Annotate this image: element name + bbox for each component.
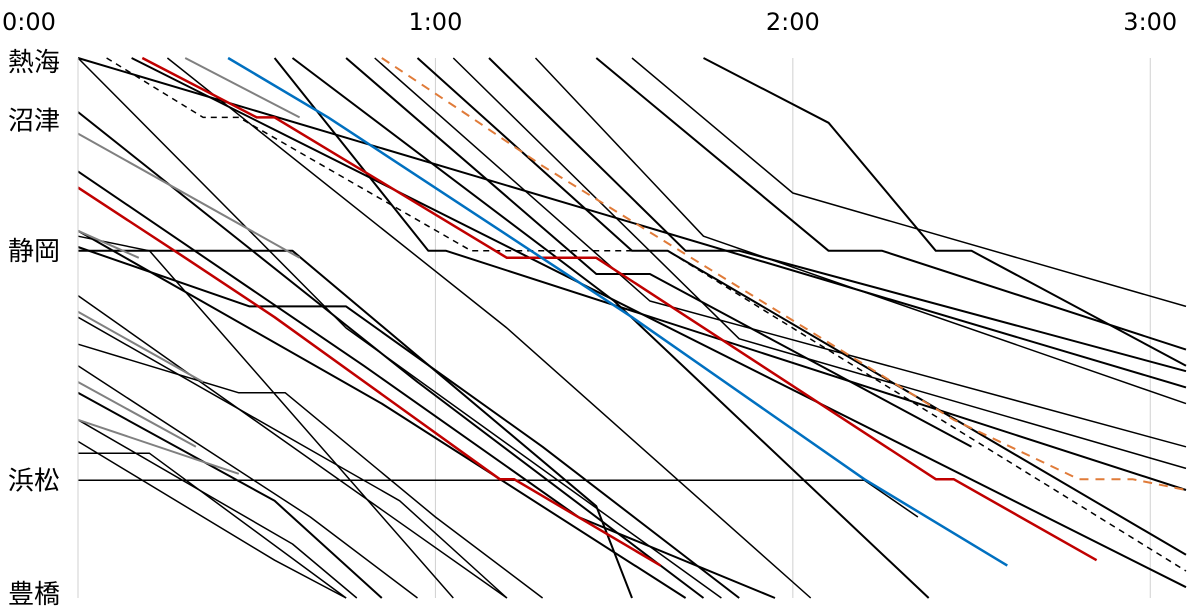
train-path-22 <box>77 316 508 599</box>
train-path-25 <box>77 391 383 599</box>
train-path-33 <box>77 186 662 567</box>
train-path-23 <box>77 343 544 599</box>
train-path-0 <box>77 57 1187 389</box>
train-path-40 <box>77 418 240 475</box>
station-label: 浜松 <box>8 466 60 496</box>
train-path-20 <box>77 246 740 599</box>
x-tick-label: 1:00 <box>408 8 462 36</box>
train-path-6 <box>452 57 1187 470</box>
train-path-26 <box>77 419 358 599</box>
train-path-17 <box>77 229 687 599</box>
x-tick-label: 2:00 <box>766 8 820 36</box>
train-path-13 <box>77 111 705 599</box>
train-path-29 <box>78 479 919 518</box>
station-label: 静岡 <box>8 237 60 267</box>
train-path-8 <box>534 57 1187 405</box>
train-path-35 <box>184 57 301 119</box>
train-path-32 <box>141 56 1098 562</box>
train-path-36 <box>77 132 301 259</box>
train-path-31 <box>381 57 1187 491</box>
train-path-18 <box>77 235 454 599</box>
train-path-14 <box>166 57 812 599</box>
train-paths <box>77 56 1187 599</box>
train-path-4 <box>374 57 1187 448</box>
station-label: 沼津 <box>8 107 60 137</box>
train-path-21 <box>77 294 508 599</box>
train-path-39 <box>77 381 197 448</box>
x-tick-label: 3:00 <box>1123 8 1177 36</box>
train-path-11 <box>703 57 1187 367</box>
x-tick-label: 0:00 <box>2 8 56 36</box>
train-path-34 <box>227 56 1008 567</box>
train-path-38 <box>77 310 204 383</box>
station-label: 熱海 <box>8 48 60 78</box>
train-path-7 <box>488 57 1187 373</box>
train-path-10 <box>631 57 1187 308</box>
station-label: 豊橋 <box>8 580 60 609</box>
train-path-1 <box>131 57 1187 589</box>
train-path-19 <box>78 249 633 599</box>
train-path-30 <box>106 57 1187 572</box>
train-path-2 <box>273 57 1187 491</box>
train-path-37 <box>77 229 140 259</box>
train-path-28 <box>78 452 347 599</box>
train-path-15 <box>77 170 776 599</box>
train-path-16 <box>291 57 930 599</box>
train-path-9 <box>595 57 1187 351</box>
train-path-24 <box>77 365 418 599</box>
